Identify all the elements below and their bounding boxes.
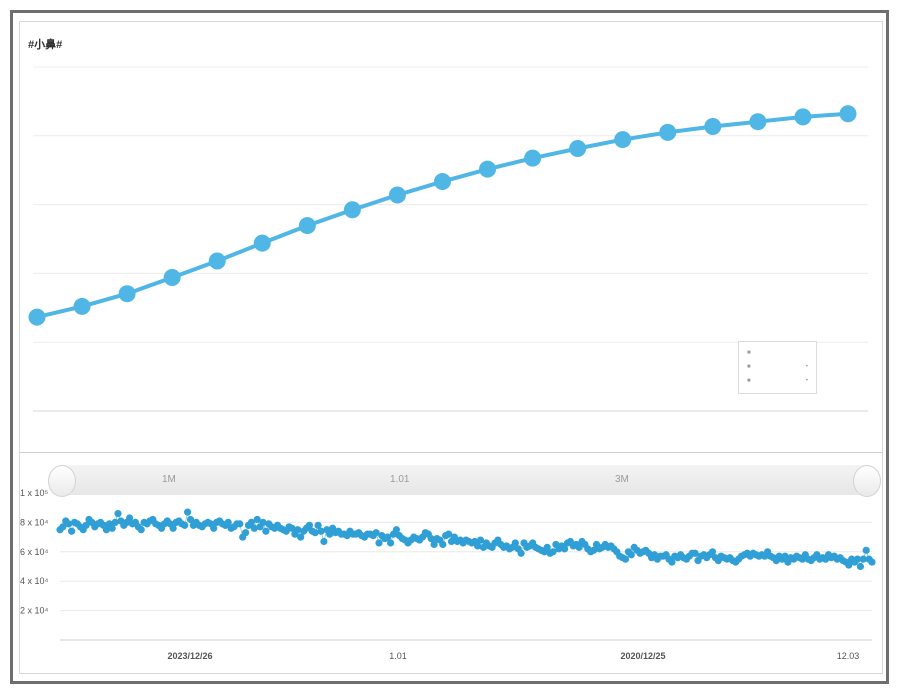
range-handle-right[interactable] [853,465,881,497]
data-point [659,123,677,141]
data-point [118,285,136,303]
data-point [28,308,46,326]
line-chart [28,66,868,412]
data-point [749,113,767,131]
chart-panel [19,21,883,674]
range-handle-left[interactable] [48,465,76,497]
range-label-3: 3M [615,474,629,485]
data-point [163,269,181,287]
range-scrollbar[interactable] [55,465,872,495]
panel-divider [20,452,882,453]
data-point [434,173,451,191]
data-point [614,131,632,149]
chart-legend: ■ ■ ■ • • [738,341,817,394]
data-point [73,297,91,315]
data-point [839,105,857,123]
data-point [569,140,587,158]
data-point [298,217,316,235]
data-point [524,149,542,167]
data-point [388,186,406,204]
data-point [208,252,226,270]
data-point [794,108,812,126]
chart-title: #小鼻# [28,39,63,51]
data-point [479,160,497,178]
range-label-2: 1.01 [390,474,410,485]
data-point [343,201,361,219]
series-line [36,111,849,320]
range-label-1: 1M [162,474,176,485]
data-point [704,118,722,136]
data-point [253,234,271,252]
